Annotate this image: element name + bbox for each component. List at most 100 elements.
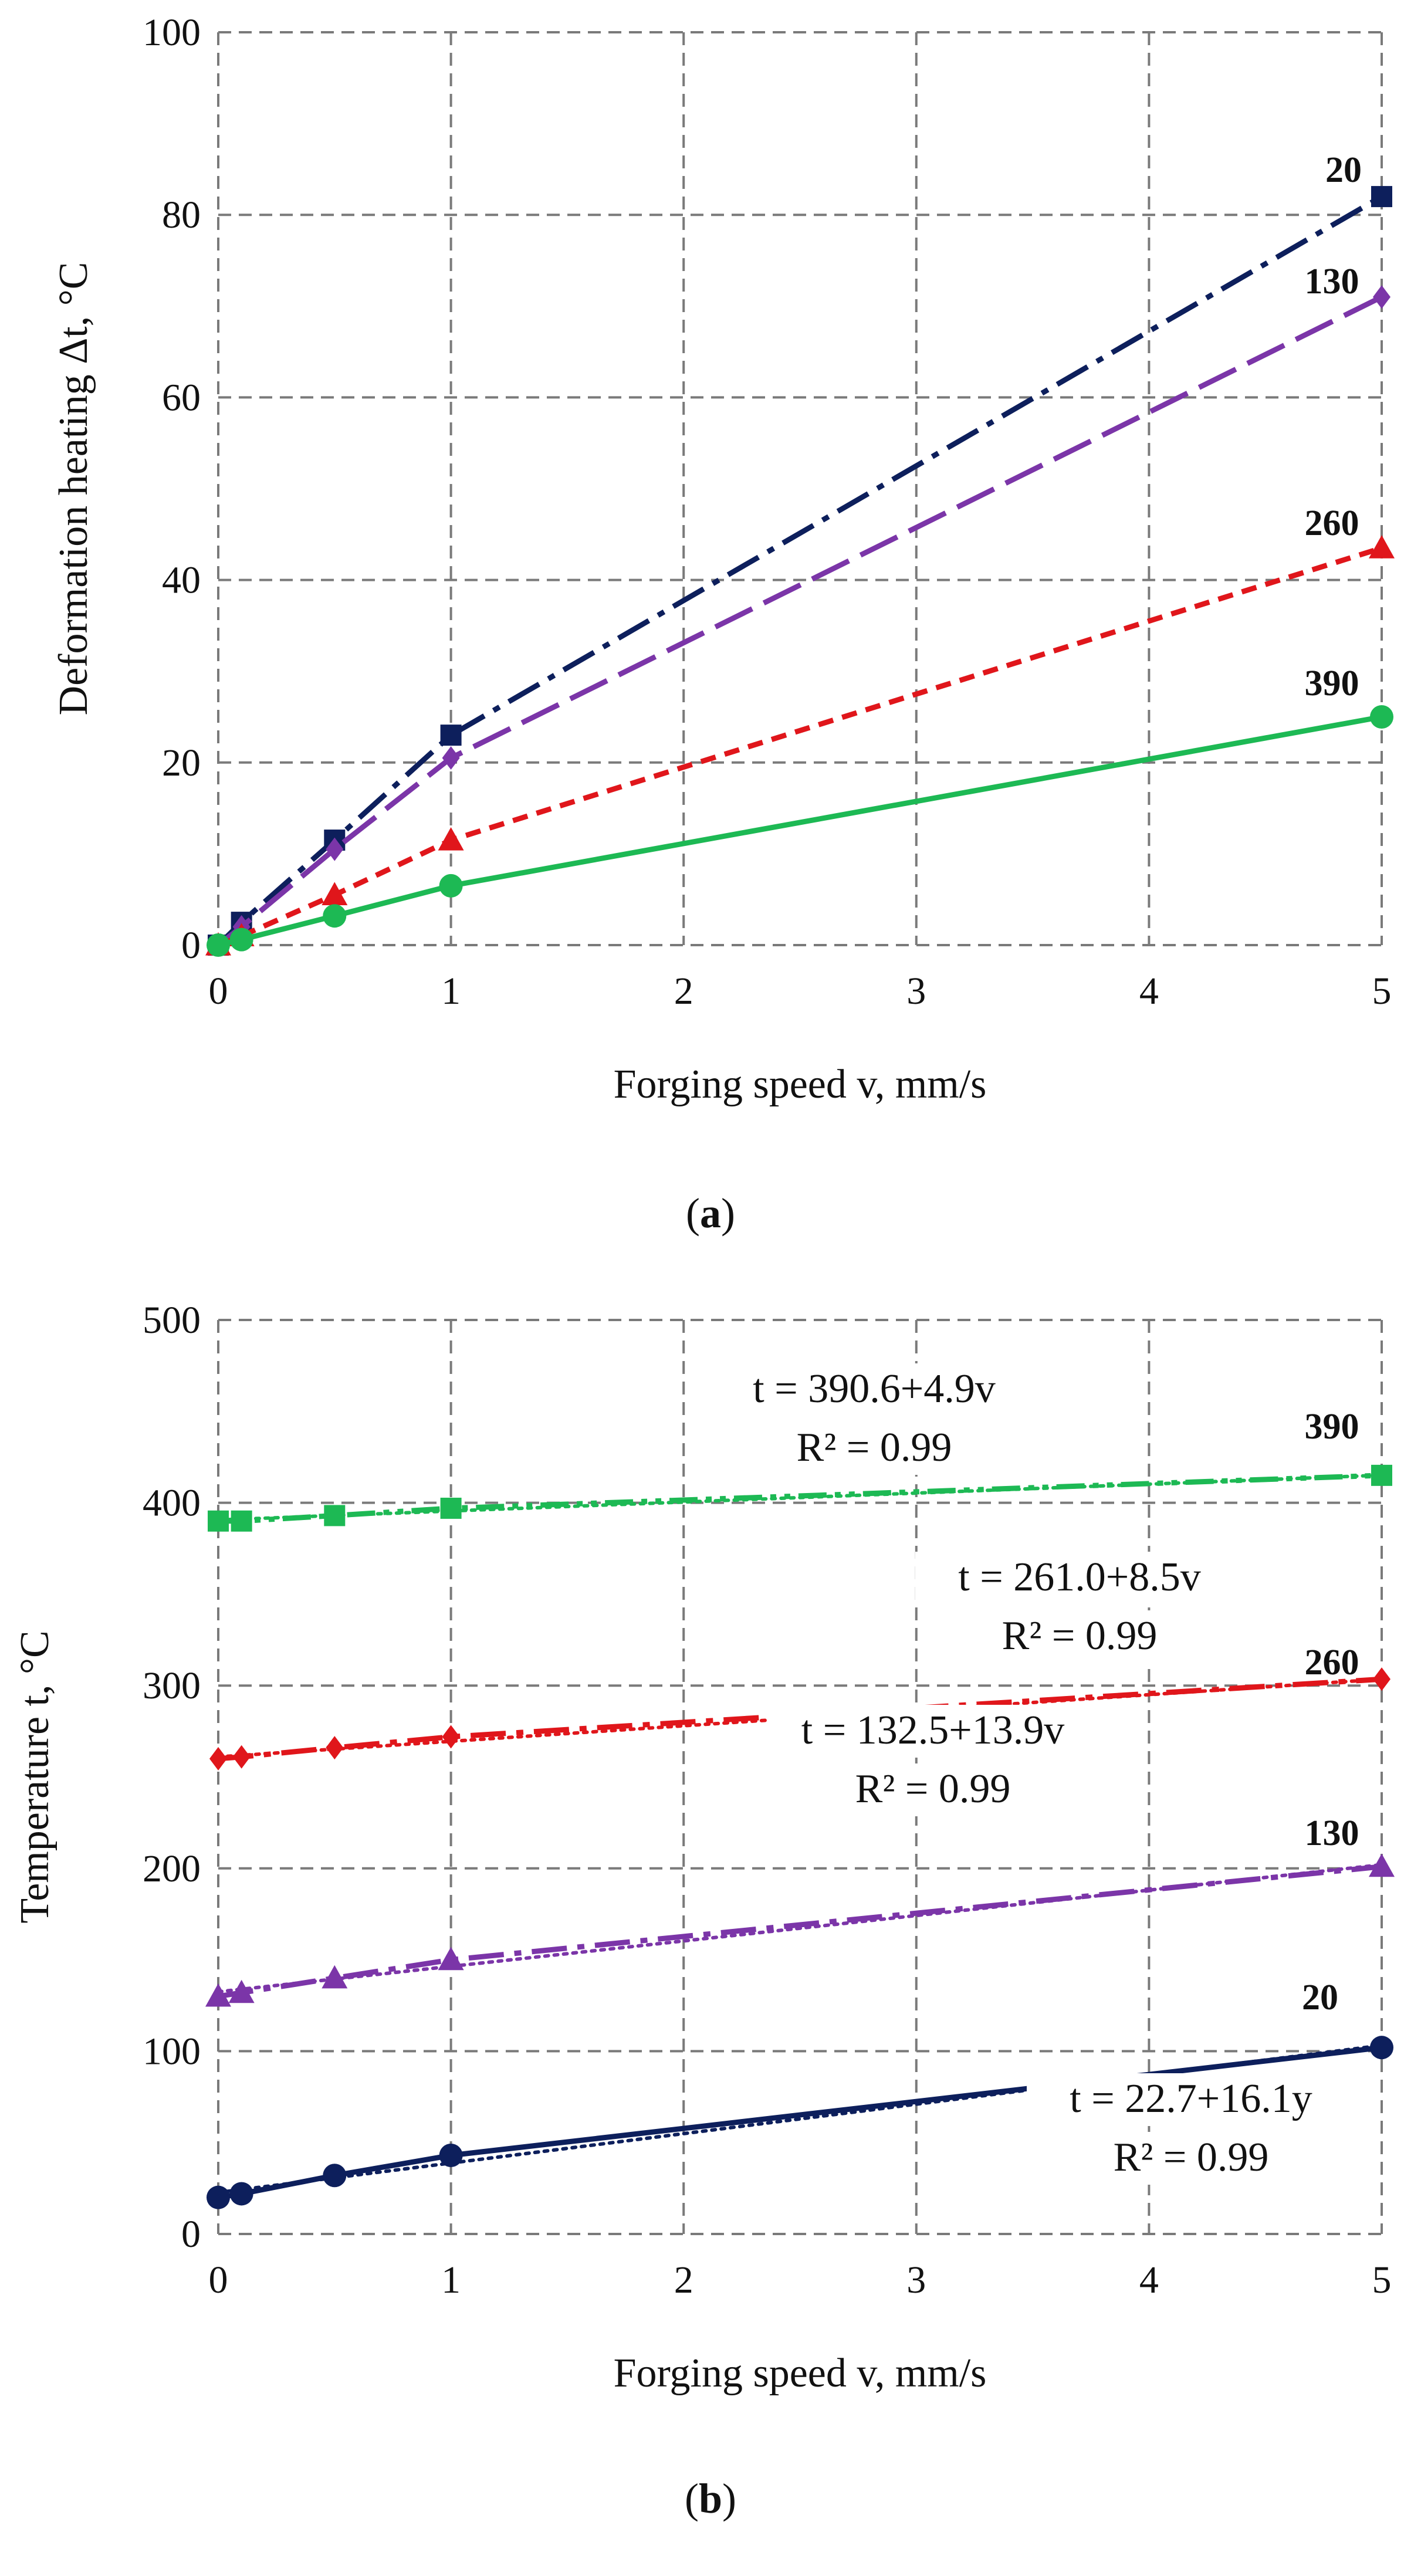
data-point [438,1947,464,1971]
series-line [218,1473,1382,1524]
series-label: 390 [1305,1407,1359,1447]
y-tick-label: 100 [143,11,201,54]
y-axis-title: Deformation heating Δt, °C [51,262,96,716]
x-tick-label: 2 [674,2259,693,2301]
r2-bg [804,1763,1062,1816]
x-tick-label: 0 [209,970,228,1013]
trend-equation: t = 132.5+13.9v R² = 0.99 [769,1705,1097,1816]
x-tick-label: 3 [906,2259,926,2301]
x-axis-title: Forging speed v, mm/s [614,1062,987,1107]
trend-line [216,1863,1383,1994]
equation-bg [769,1705,1097,1758]
panel-caption: (a) [686,1190,735,1237]
y-tick-label: 300 [143,1664,201,1707]
data-point [208,1510,229,1532]
data-point [1370,705,1393,729]
y-tick-label: 0 [181,924,201,967]
data-point [326,1736,344,1760]
data-point [205,1983,231,2007]
x-tick-label: 4 [1139,970,1159,1013]
data-point [442,746,460,770]
chart-panel-b: 0 100 200 300 400 500 0 1 2 3 4 5 Forging speed v, m… [12,1299,1395,2522]
data-point [322,882,348,906]
y-tick-label: 0 [181,2213,201,2256]
data-point [442,1725,460,1749]
series-line [216,194,1383,947]
y-tick-label: 40 [162,559,201,602]
y-tick-label: 400 [143,1482,201,1525]
y-tick-label: 20 [162,742,201,784]
r2-text: R² = 0.99 [855,1766,1011,1812]
equation-bg [1027,2073,1355,2126]
r2-bg [745,1422,1003,1475]
y-tick-label: 60 [162,376,201,419]
data-point [1371,186,1392,208]
trend-equation: t = 261.0+8.5v R² = 0.99 [915,1552,1244,1663]
data-point [232,1745,251,1769]
data-point [1370,2036,1393,2060]
data-point [323,904,347,928]
series-390: 390 t = 390.6+4.9v R² = 0.99 [208,1363,1392,1532]
data-point [209,1746,227,1771]
trend-equation: t = 22.7+16.1y R² = 0.99 [1027,2073,1355,2185]
series-260: 260 [205,503,1395,956]
series-line [218,1864,1382,1999]
trend-equation: t = 390.6+4.9v R² = 0.99 [710,1363,1038,1475]
panel-caption: (b) [685,2475,736,2522]
data-point [1369,1853,1395,1877]
series-20: 20 [208,150,1392,956]
series-390: 390 [207,664,1393,957]
data-point [439,874,463,898]
r2-bg [1062,2132,1320,2185]
x-tick-label: 5 [1372,2259,1392,2301]
series-line [216,295,1383,947]
data-point [207,933,230,957]
data-point [438,827,464,851]
data-point [439,2144,463,2168]
y-axis-title: Temperature t, °C [12,1630,57,1923]
series-label: 20 [1302,1978,1338,2018]
series-label: 130 [1305,262,1359,302]
series-130: 130 [209,262,1390,957]
series-130: 130 t = 132.5+13.9v R² = 0.99 [205,1705,1395,2007]
equation-text: t = 261.0+8.5v [958,1555,1200,1600]
x-tick-label: 3 [906,970,926,1013]
data-point [323,2164,347,2188]
chart-panel-a: 0 20 40 60 80 100 0 1 2 3 4 5 Forging speed v, mm/s D… [51,11,1395,1237]
data-point [440,725,462,746]
y-tick-label: 100 [143,2030,201,2073]
r2-text: R² = 0.99 [1114,2135,1269,2180]
series-label: 390 [1305,664,1359,703]
y-tick-label: 500 [143,1299,201,1342]
x-tick-label: 2 [674,970,693,1013]
data-point [207,2185,230,2209]
series-label: 260 [1305,1643,1359,1683]
x-tick-label: 0 [209,2259,228,2301]
series-label: 260 [1305,503,1359,543]
equation-bg [915,1552,1244,1605]
x-tick-label: 1 [441,970,461,1013]
equation-bg [710,1363,1038,1416]
data-point [322,1965,348,1989]
data-point [440,1497,462,1519]
x-tick-label: 1 [441,2259,461,2301]
series-label: 20 [1325,150,1362,190]
data-point [229,2182,253,2206]
series-20: 20 t = 22.7+16.1y R² = 0.99 [207,1978,1393,2209]
grid [217,31,1383,946]
y-tick-label: 80 [162,194,201,236]
data-point [1369,535,1395,558]
x-tick-label: 4 [1139,2259,1159,2301]
data-point [326,837,344,861]
r2-text: R² = 0.99 [1002,1613,1158,1658]
x-axis-title: Forging speed v, mm/s [614,2351,987,2396]
series-line [217,714,1382,948]
data-point [1373,1667,1390,1691]
series-label: 130 [1305,1813,1359,1853]
data-point [324,1505,346,1526]
equation-text: t = 22.7+16.1y [1070,2076,1312,2121]
data-point [228,1979,255,2003]
y-tick-label: 200 [143,1847,201,1890]
x-tick-label: 5 [1372,970,1392,1013]
